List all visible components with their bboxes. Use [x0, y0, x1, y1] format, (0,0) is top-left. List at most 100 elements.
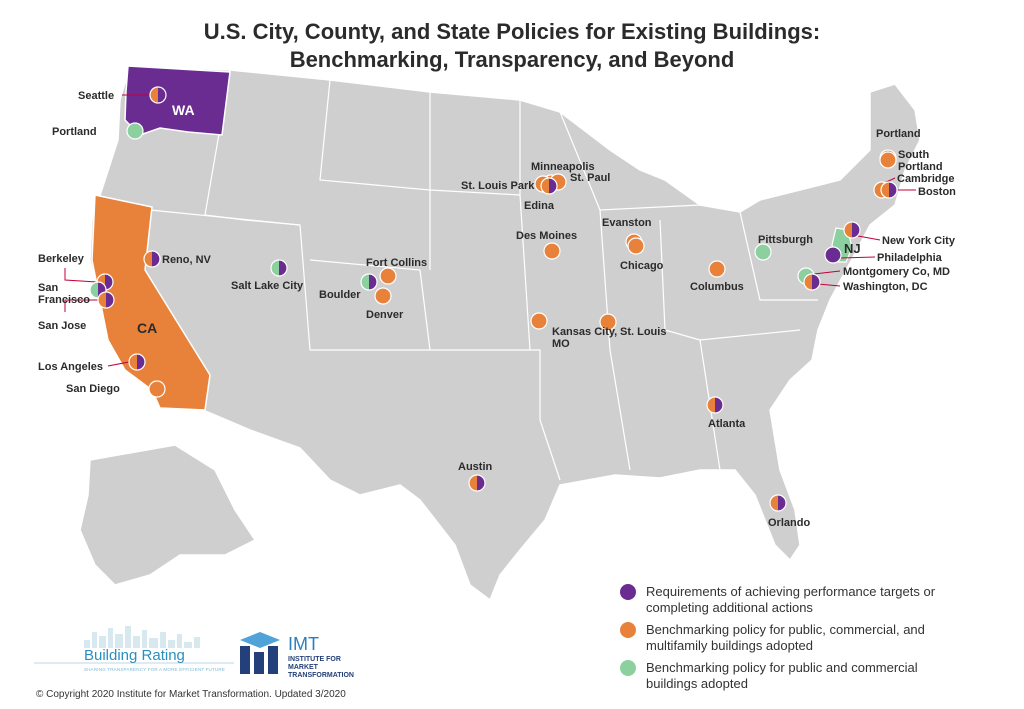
city-marker-ring	[468, 474, 486, 492]
city-marker-half-left	[98, 292, 106, 308]
city-label: Portland	[876, 128, 921, 140]
city-marker-dot	[543, 242, 561, 260]
city-skyline-icon	[34, 626, 234, 664]
title-line-1: U.S. City, County, and State Policies fo…	[203, 19, 821, 44]
city-label: St. Paul	[570, 172, 610, 184]
city-label: St. Louis	[620, 326, 666, 338]
imt-logo: IMT INSTITUTE FOR MARKET TRANSFORMATION	[238, 630, 378, 680]
city-marker	[270, 259, 288, 277]
city-marker-half-right	[715, 397, 723, 413]
legend-item-purple: Requirements of achieving performance ta…	[620, 584, 966, 616]
city-marker	[360, 273, 378, 291]
legend-dot-orange	[620, 622, 636, 638]
city-marker-dot	[599, 313, 617, 331]
city-marker	[143, 250, 161, 268]
city-marker-half-left	[844, 222, 852, 238]
city-label: Orlando	[768, 517, 810, 529]
city-label: Reno, NV	[162, 254, 212, 266]
city-markers	[89, 86, 898, 512]
city-marker	[879, 151, 897, 169]
title-line-2: Benchmarking, Transparency, and Beyond	[289, 47, 735, 72]
city-marker-half-right	[549, 178, 557, 194]
city-marker-dot	[379, 267, 397, 285]
city-marker-half-left	[271, 260, 279, 276]
city-marker	[126, 122, 144, 140]
city-leader-line	[64, 268, 98, 283]
city-marker-ring	[843, 221, 861, 239]
city-marker-ring	[769, 494, 787, 512]
city-leader-line	[857, 235, 881, 241]
building-rating-logo: Building Rating SHARING TRANSPARENCY FOR…	[34, 622, 234, 672]
city-label: South Portland	[898, 149, 943, 173]
city-marker-half-right	[369, 274, 377, 290]
city-marker-half-right	[812, 274, 820, 290]
city-marker-dot	[708, 260, 726, 278]
city-label: Edina	[524, 200, 555, 212]
city-marker-ring	[149, 86, 167, 104]
imt-subtitle: INSTITUTE FOR MARKET TRANSFORMATION	[288, 656, 354, 679]
city-label: Des Moines	[516, 230, 577, 242]
alaska-shape	[79, 444, 257, 586]
state-nj-label: NJ	[844, 241, 861, 256]
city-label: New York City	[882, 235, 956, 247]
city-label: Boston	[918, 186, 956, 198]
city-marker-ring	[270, 259, 288, 277]
city-marker	[627, 237, 645, 255]
city-marker-ring	[360, 273, 378, 291]
city-marker-half-right	[477, 475, 485, 491]
city-label: Boulder	[319, 289, 361, 301]
city-label: Austin	[458, 461, 493, 473]
legend-item-green: Benchmarking policy for public and comme…	[620, 660, 966, 692]
city-marker-half-left	[469, 475, 477, 491]
city-label: Pittsburgh	[758, 234, 813, 246]
city-marker-ring	[706, 396, 724, 414]
building-rating-tagline: SHARING TRANSPARENCY FOR A MORE EFFICIEN…	[84, 667, 226, 672]
city-leader-line	[813, 270, 841, 275]
city-marker-half-right	[152, 251, 160, 267]
city-marker-half-right	[106, 292, 114, 308]
city-marker-dot	[824, 246, 842, 264]
city-leader-line	[817, 283, 841, 287]
city-label: San Jose	[38, 320, 86, 332]
city-marker	[149, 86, 167, 104]
city-marker-half-left	[90, 282, 98, 298]
city-marker	[540, 177, 558, 195]
city-label: Washington, DC	[843, 281, 928, 293]
city-marker-half-right	[105, 274, 113, 290]
city-label: Philadelphia	[877, 252, 943, 264]
city-label: Cambridge	[897, 173, 954, 185]
city-label: Montgomery Co, MD	[843, 266, 950, 278]
city-marker-dot	[374, 287, 392, 305]
city-marker	[543, 242, 561, 260]
city-marker-half-left	[144, 251, 152, 267]
city-leader-line	[64, 299, 98, 312]
city-marker-ring	[143, 250, 161, 268]
city-label: Atlanta	[708, 418, 746, 430]
city-label: Fort Collins	[366, 257, 427, 269]
city-marker-half-left	[150, 87, 158, 103]
city-marker-half-right	[852, 222, 860, 238]
city-marker-dot	[627, 237, 645, 255]
city-marker	[148, 380, 166, 398]
city-labels: Seattle Portland Berkeley San Francisco San J…	[38, 90, 956, 529]
leader-lines	[64, 94, 916, 367]
city-marker-half-right	[889, 182, 897, 198]
city-marker	[97, 291, 115, 309]
city-marker-half-right	[137, 354, 145, 370]
city-marker-half-left	[541, 178, 549, 194]
city-marker	[769, 494, 787, 512]
legend-item-orange: Benchmarking policy for public, commerci…	[620, 622, 966, 654]
city-marker	[803, 273, 821, 291]
copyright-text: © Copyright 2020 Institute for Market Tr…	[36, 689, 346, 700]
city-marker-dot	[148, 380, 166, 398]
city-marker-half-right	[778, 495, 786, 511]
city-label: Chicago	[620, 260, 664, 272]
city-marker	[599, 313, 617, 331]
building-rating-name: Building Rating	[84, 647, 185, 664]
city-marker-ring	[97, 291, 115, 309]
city-marker-ring	[880, 181, 898, 199]
city-marker	[379, 267, 397, 285]
city-marker	[706, 396, 724, 414]
city-marker-half-left	[804, 274, 812, 290]
